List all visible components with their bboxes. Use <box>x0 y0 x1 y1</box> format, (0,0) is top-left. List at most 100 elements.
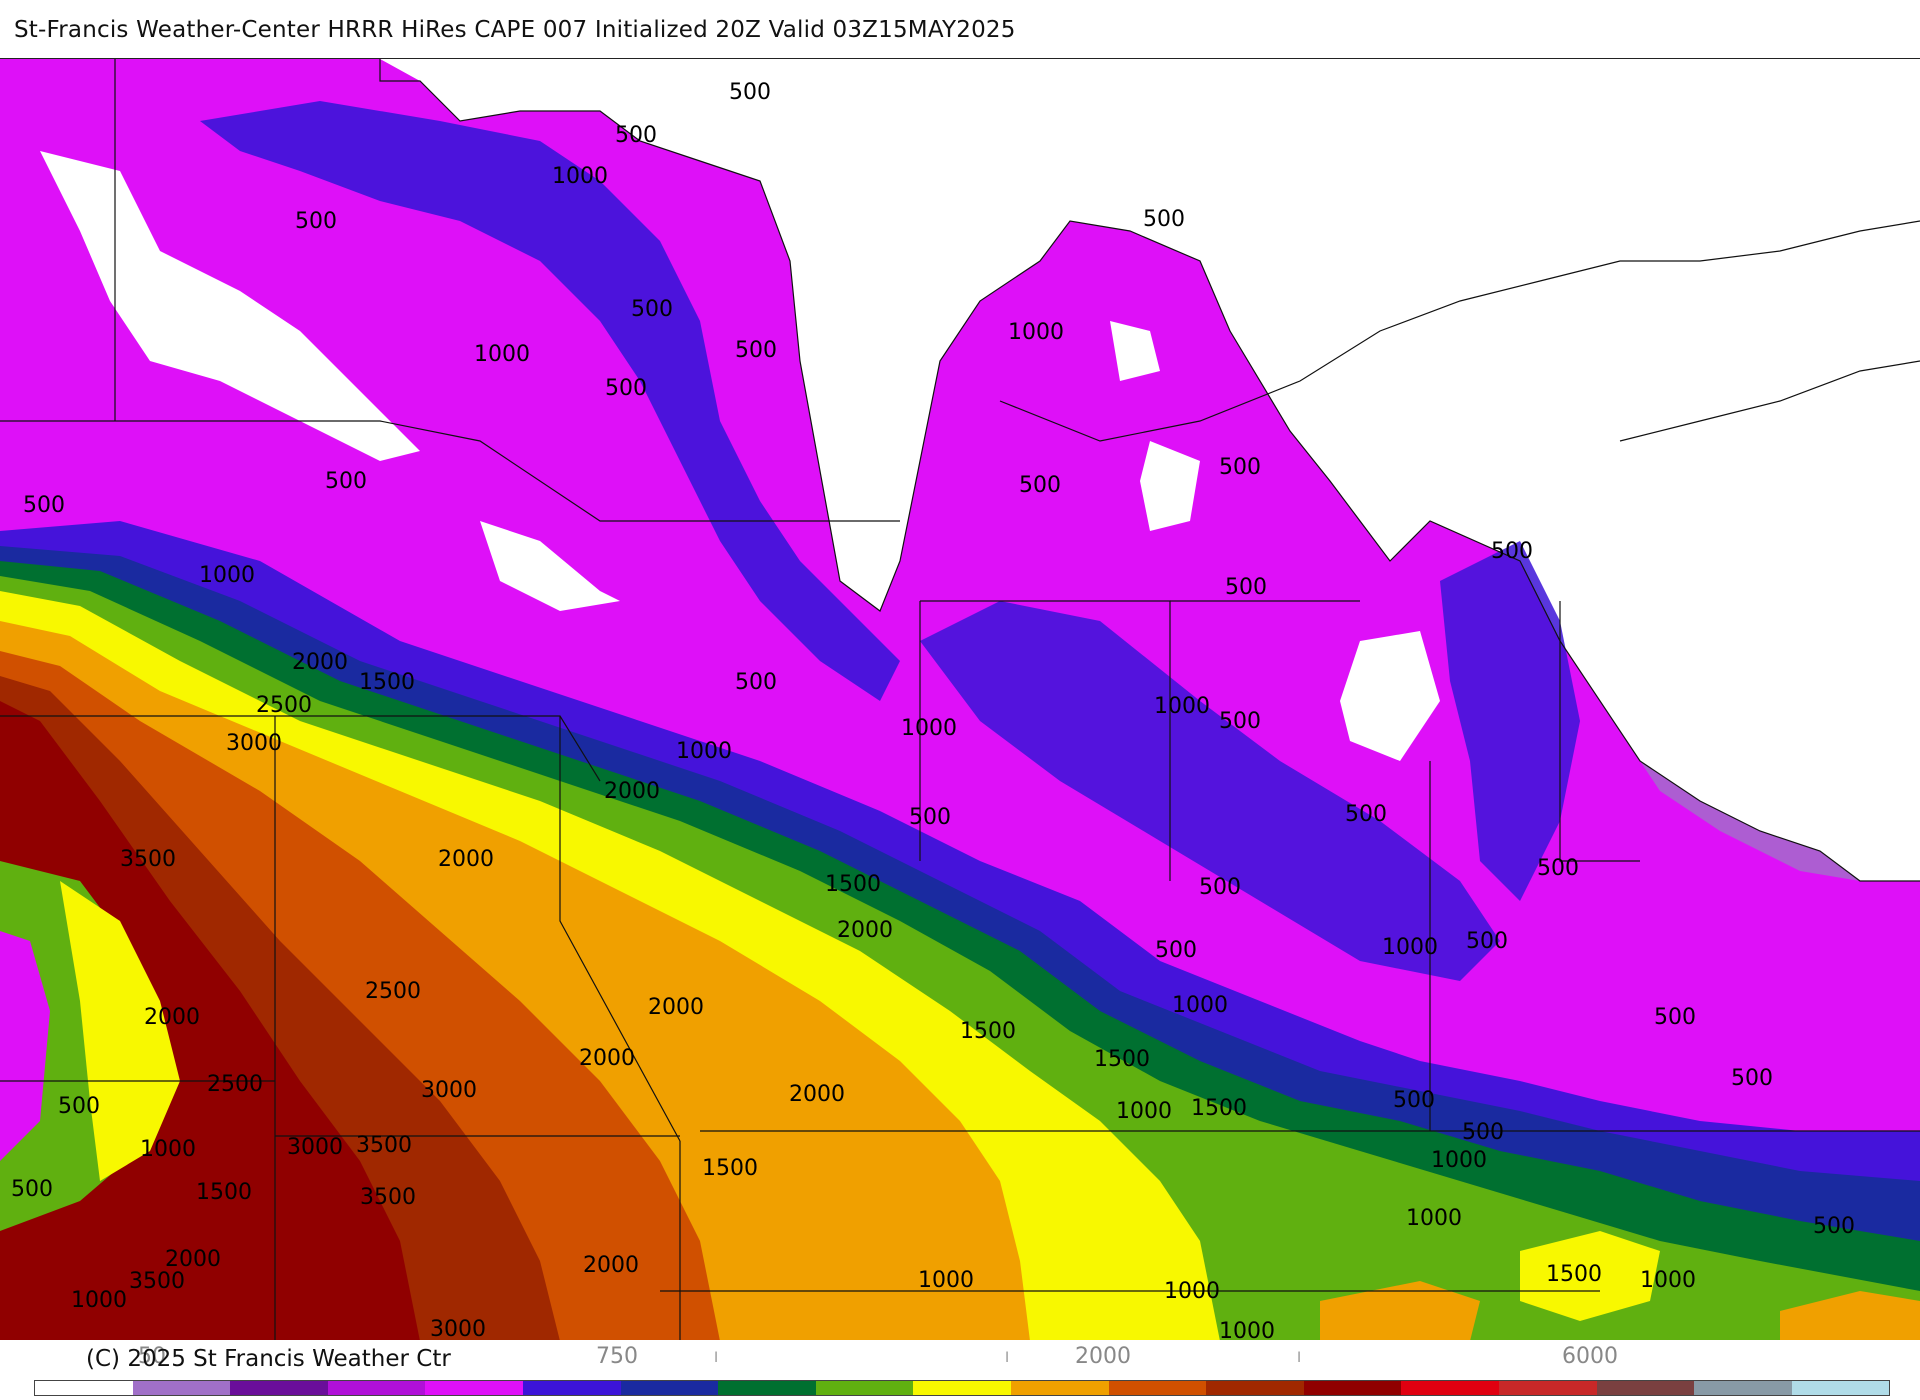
contour-label: 1500 <box>1191 1096 1247 1121</box>
colorbar-tick-mark: I <box>1005 1350 1010 1366</box>
cape-band-750-north <box>200 101 900 701</box>
contour-label: 1000 <box>676 739 732 764</box>
no-cape-patch-west-2 <box>480 521 620 611</box>
contour-label: 3500 <box>356 1133 412 1158</box>
contour-label: 500 <box>909 805 951 830</box>
contour-label: 1500 <box>702 1156 758 1181</box>
contour-label: 500 <box>1654 1005 1696 1030</box>
colorbar-swatch <box>425 1381 523 1395</box>
colorbar-swatch <box>1108 1381 1207 1395</box>
contour-label: 500 <box>58 1094 100 1119</box>
contour-label: 500 <box>1019 473 1061 498</box>
border-line <box>379 59 1920 882</box>
colorbar-swatch <box>1010 1381 1109 1395</box>
contour-label: 2000 <box>837 918 893 943</box>
contour-labels: 500 500 1000 500 500 500 1000 500 500 1000 500 500 5… <box>11 80 1855 1341</box>
contour-label: 500 <box>1813 1214 1855 1239</box>
colorbar-swatch <box>327 1381 426 1395</box>
contour-label: 1500 <box>196 1180 252 1205</box>
contour-label: 1000 <box>474 342 530 367</box>
colorbar-tick-label: 50 <box>138 1344 166 1369</box>
contour-label: 3000 <box>421 1078 477 1103</box>
contour-label: 500 <box>1466 929 1508 954</box>
contour-label: 1000 <box>1154 694 1210 719</box>
contour-label: 1000 <box>1008 320 1064 345</box>
colorbar-swatch <box>522 1381 621 1395</box>
contour-label: 1500 <box>1094 1047 1150 1072</box>
border-line <box>559 716 681 1142</box>
contour-label: 2000 <box>648 995 704 1020</box>
colorbar-swatch <box>913 1381 1011 1395</box>
contour-label: 500 <box>23 493 65 518</box>
contour-label: 500 <box>631 297 673 322</box>
colorbar-swatch <box>230 1381 328 1395</box>
contour-label: 500 <box>1462 1120 1504 1145</box>
contour-label: 1000 <box>1640 1268 1696 1293</box>
no-cape-gray-edge <box>1640 761 1860 881</box>
cape-band-750-east <box>920 601 1500 981</box>
cape-west-edge-magenta <box>0 931 50 1161</box>
contour-label: 2000 <box>438 847 494 872</box>
contour-label: 500 <box>11 1177 53 1202</box>
contour-label: 2000 <box>165 1247 221 1272</box>
border-line <box>999 220 1920 442</box>
contour-label: 1000 <box>199 563 255 588</box>
contour-label: 1000 <box>1219 1319 1275 1341</box>
contour-label: 3500 <box>360 1185 416 1210</box>
contour-label: 1500 <box>960 1019 1016 1044</box>
contour-label: 1500 <box>359 670 415 695</box>
border-line <box>0 420 900 522</box>
contour-label: 1000 <box>1406 1206 1462 1231</box>
contour-label: 500 <box>1199 875 1241 900</box>
copyright-text: (C) 2025 St Francis Weather Ctr <box>86 1346 451 1372</box>
colorbar-swatch <box>620 1381 719 1395</box>
colorbar-swatch <box>1401 1381 1499 1395</box>
contour-label: 500 <box>1225 575 1267 600</box>
cape-map: 500 500 1000 500 500 500 1000 500 500 1000 500 500 5… <box>0 58 1920 1342</box>
footer: (C) 2025 St Francis Weather Ctr 50 750 I… <box>0 1340 1920 1400</box>
contour-label: 500 <box>1491 539 1533 564</box>
contour-label: 500 <box>1345 802 1387 827</box>
colorbar-swatch <box>1303 1381 1402 1395</box>
contour-label: 1000 <box>918 1268 974 1293</box>
contour-label: 500 <box>615 123 657 148</box>
cape-band-750-east2 <box>1440 541 1580 901</box>
chart-title: St-Francis Weather-Center HRRR HiRes CAP… <box>14 17 1016 43</box>
border-line <box>1619 360 1920 442</box>
colorbar-tick-mark: I <box>1297 1350 1302 1366</box>
colorbar-swatch <box>815 1381 914 1395</box>
contour-label: 1000 <box>1116 1099 1172 1124</box>
contour-label: 1500 <box>1546 1262 1602 1287</box>
colorbar-tick-mark: I <box>714 1350 719 1366</box>
contour-label: 1000 <box>1164 1279 1220 1304</box>
contour-label: 2000 <box>789 1082 845 1107</box>
cape-band-3500 <box>0 701 420 1341</box>
colorbar-swatch <box>132 1381 231 1395</box>
colorbar-swatch <box>1596 1381 1695 1395</box>
contour-label: 500 <box>1537 856 1579 881</box>
contour-label: 500 <box>295 209 337 234</box>
contour-label: 2500 <box>207 1072 263 1097</box>
contour-label: 2500 <box>365 979 421 1004</box>
cape-east-yellow <box>1520 1231 1660 1321</box>
contour-label: 3000 <box>287 1135 343 1160</box>
contour-label: 500 <box>1219 455 1261 480</box>
colorbar-tick-label: 750 <box>596 1344 638 1369</box>
no-cape-patch-mid <box>1340 631 1440 761</box>
contour-label: 2000 <box>292 650 348 675</box>
contour-label: 1000 <box>1172 993 1228 1018</box>
cape-east-orange-2 <box>1780 1291 1920 1341</box>
contour-label: 2000 <box>579 1046 635 1071</box>
colorbar-tick-label: 6000 <box>1562 1344 1618 1369</box>
no-cape-patch-mid-2 <box>1140 441 1200 531</box>
no-cape-patch-west <box>40 151 420 461</box>
no-cape-patch-mid-3 <box>1110 321 1160 381</box>
contour-label: 500 <box>1219 709 1261 734</box>
contour-label: 500 <box>325 469 367 494</box>
boundaries <box>0 59 1920 1341</box>
contour-label: 2000 <box>144 1005 200 1030</box>
colorbar <box>34 1380 1891 1396</box>
contour-label: 1000 <box>71 1288 127 1313</box>
contour-label: 1000 <box>901 716 957 741</box>
contour-label: 500 <box>729 80 771 105</box>
